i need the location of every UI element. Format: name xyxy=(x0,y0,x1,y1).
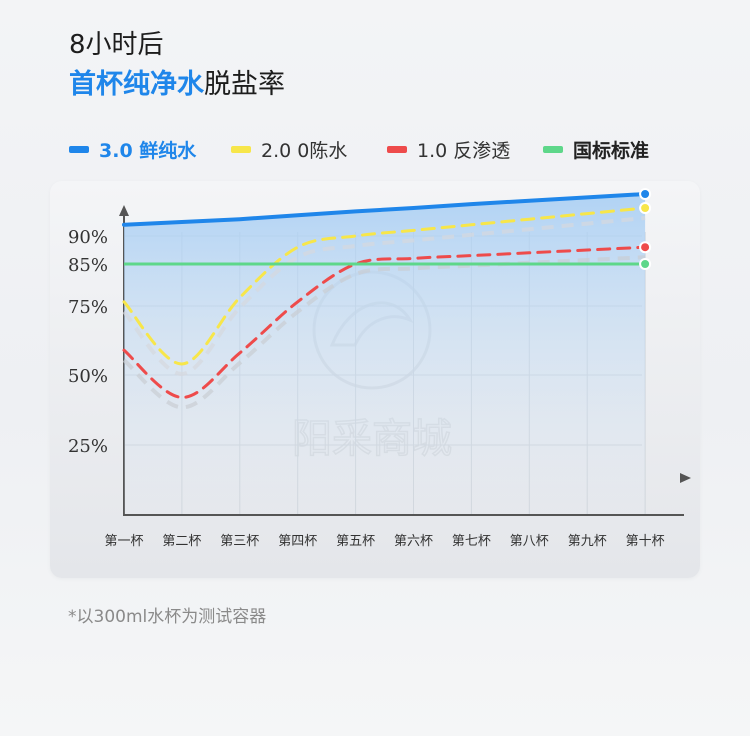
series-shadow xyxy=(122,216,646,376)
y-tick-label: 90% xyxy=(68,227,108,248)
legend-swatch xyxy=(231,146,251,153)
x-tick-label: 第三杯 xyxy=(220,534,259,549)
series-shadow xyxy=(122,255,646,410)
series-end-point xyxy=(639,188,652,200)
legend-item-ro1: 1.0 反渗透 xyxy=(387,136,510,163)
y-axis-arrow xyxy=(119,205,129,216)
x-tick-label: 第七杯 xyxy=(452,534,491,549)
y-tick-label: 75% xyxy=(68,297,108,318)
y-tick-label: 25% xyxy=(68,436,108,457)
legend-label: 3.0 鲜纯水 xyxy=(99,140,197,162)
series-end-point xyxy=(639,241,652,254)
x-axis-arrow xyxy=(680,473,691,483)
series-end-point xyxy=(639,258,652,270)
x-tick-label: 第十杯 xyxy=(626,534,665,549)
legend-label: 2.0 0陈水 xyxy=(261,140,348,162)
subtitle-rest: 脱盐率 xyxy=(204,69,285,100)
x-tick-label: 第九杯 xyxy=(568,534,607,549)
legend-swatch xyxy=(69,146,89,153)
series-line-fresh xyxy=(122,192,648,227)
legend-swatch xyxy=(387,146,407,153)
x-tick-label: 第一杯 xyxy=(104,534,143,549)
x-tick-label: 第八杯 xyxy=(510,534,549,549)
legend-item-ro2: 2.0 0陈水 xyxy=(231,136,347,163)
series-end-point xyxy=(639,202,652,214)
x-tick-label: 第二杯 xyxy=(162,534,201,549)
y-tick-label: 50% xyxy=(68,366,108,387)
chart-legend: 3.0 鲜纯水 2.0 0陈水 1.0 反渗透 国标标准 xyxy=(69,136,709,163)
footnote: *以300ml水杯为测试容器 xyxy=(68,607,267,627)
x-tick-label: 第五杯 xyxy=(336,534,375,549)
series-line-ro2 xyxy=(122,206,647,366)
series-line-ro1 xyxy=(122,245,647,399)
series-area-fresh xyxy=(124,194,646,514)
legend-swatch xyxy=(543,146,563,153)
legend-label: 1.0 反渗透 xyxy=(417,140,511,162)
page-title: 8小时后 xyxy=(69,30,164,60)
subtitle-highlight: 首杯纯净水 xyxy=(69,69,204,100)
x-tick-label: 第四杯 xyxy=(278,534,317,549)
x-tick-label: 第六杯 xyxy=(394,534,433,549)
y-tick-label: 85% xyxy=(68,255,108,276)
legend-item-fresh: 3.0 鲜纯水 xyxy=(69,136,196,163)
legend-label: 国标标准 xyxy=(573,140,650,162)
page-subtitle: 首杯纯净水脱盐率 xyxy=(69,62,285,101)
legend-item-standard: 国标标准 xyxy=(543,136,649,163)
